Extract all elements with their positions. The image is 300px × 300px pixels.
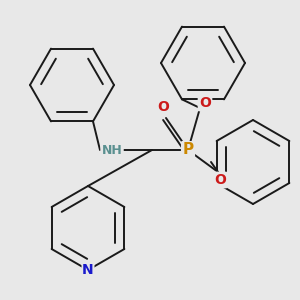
Text: NH: NH (102, 143, 122, 157)
Text: N: N (82, 263, 94, 277)
Text: O: O (214, 173, 226, 187)
Text: O: O (199, 96, 211, 110)
Text: P: P (182, 142, 194, 158)
Text: O: O (157, 100, 169, 114)
